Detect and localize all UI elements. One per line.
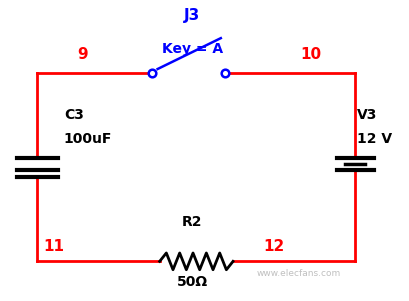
Text: R2: R2 [182, 216, 202, 229]
Text: 12: 12 [263, 239, 284, 254]
Text: www.elecfans.com: www.elecfans.com [256, 269, 340, 278]
Text: 11: 11 [43, 239, 64, 254]
Text: 50Ω: 50Ω [177, 275, 208, 289]
Text: V3: V3 [357, 107, 378, 122]
Text: 100uF: 100uF [64, 132, 112, 145]
Text: 12 V: 12 V [357, 132, 393, 145]
Text: C3: C3 [64, 107, 84, 122]
Text: 9: 9 [77, 47, 88, 62]
Text: Key = A: Key = A [162, 42, 223, 56]
Text: J3: J3 [184, 8, 200, 23]
Text: 10: 10 [300, 47, 321, 62]
